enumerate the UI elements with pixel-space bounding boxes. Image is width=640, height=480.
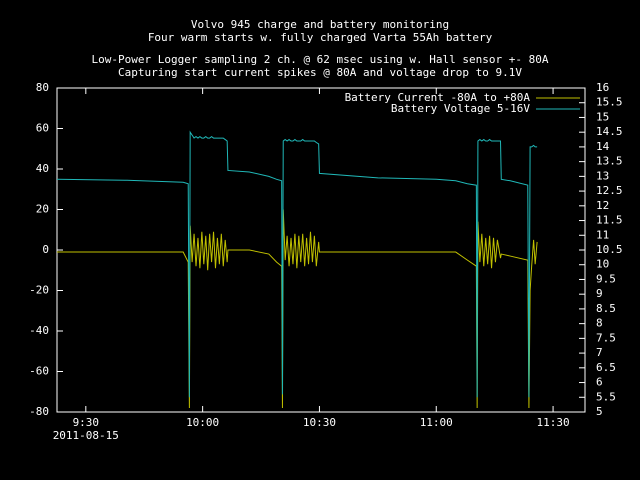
y2-tick-label: 5.5 xyxy=(596,390,616,403)
y2-tick-label: 10 xyxy=(596,258,609,271)
y2-tick-label: 13 xyxy=(596,169,609,182)
plot-border xyxy=(56,87,586,413)
x-date-label: 2011-08-15 xyxy=(53,429,119,442)
y2-tick-label: 6.5 xyxy=(596,361,616,374)
y2-tick-label: 12 xyxy=(596,199,609,212)
y2-tick-label: 9.5 xyxy=(596,272,616,285)
y2-tick-label: 8 xyxy=(596,317,603,330)
y2-tick-label: 16 xyxy=(596,81,609,94)
y-tick-label: -20 xyxy=(29,284,49,297)
y2-tick-label: 14 xyxy=(596,140,610,153)
y2-tick-label: 7 xyxy=(596,346,603,359)
y-tick-label: -80 xyxy=(29,405,49,418)
x-tick-label: 10:00 xyxy=(186,416,219,429)
y2-tick-label: 15 xyxy=(596,110,609,123)
x-tick-label: 10:30 xyxy=(303,416,336,429)
data-line xyxy=(57,209,538,408)
y-tick-label: -60 xyxy=(29,365,49,378)
x-tick-label: 9:30 xyxy=(73,416,100,429)
y2-tick-label: 8.5 xyxy=(596,302,616,315)
data-line xyxy=(56,130,538,398)
y2-tick-label: 10.5 xyxy=(596,243,623,256)
y2-tick-label: 13.5 xyxy=(596,155,623,168)
legend-label: Battery Voltage 5-16V xyxy=(391,102,530,115)
y-tick-label: 0 xyxy=(42,243,49,256)
chart-subtitle: Low-Power Logger sampling 2 ch. @ 62 mse… xyxy=(92,53,549,66)
x-tick-label: 11:30 xyxy=(537,416,570,429)
y2-tick-label: 5 xyxy=(596,405,603,418)
y-tick-label: 60 xyxy=(36,122,49,135)
y2-tick-label: 9 xyxy=(596,287,603,300)
legend-label: Battery Current -80A to +80A xyxy=(345,91,531,104)
y-tick-label: 20 xyxy=(36,203,49,216)
y2-tick-label: 14.5 xyxy=(596,125,623,138)
y2-tick-label: 12.5 xyxy=(596,184,623,197)
y2-tick-label: 15.5 xyxy=(596,96,623,109)
y2-tick-label: 7.5 xyxy=(596,331,616,344)
chart-title: Volvo 945 charge and battery monitoring xyxy=(191,18,449,31)
y2-tick-label: 11.5 xyxy=(596,214,623,227)
x-tick-label: 11:00 xyxy=(420,416,453,429)
chart-title: Four warm starts w. fully charged Varta … xyxy=(148,31,493,44)
y-tick-label: 80 xyxy=(36,81,49,94)
y-tick-label: 40 xyxy=(36,162,49,175)
y-tick-label: -40 xyxy=(29,324,49,337)
chart-subtitle: Capturing start current spikes @ 80A and… xyxy=(118,66,522,79)
y2-tick-label: 11 xyxy=(596,228,609,241)
y2-tick-label: 6 xyxy=(596,376,603,389)
